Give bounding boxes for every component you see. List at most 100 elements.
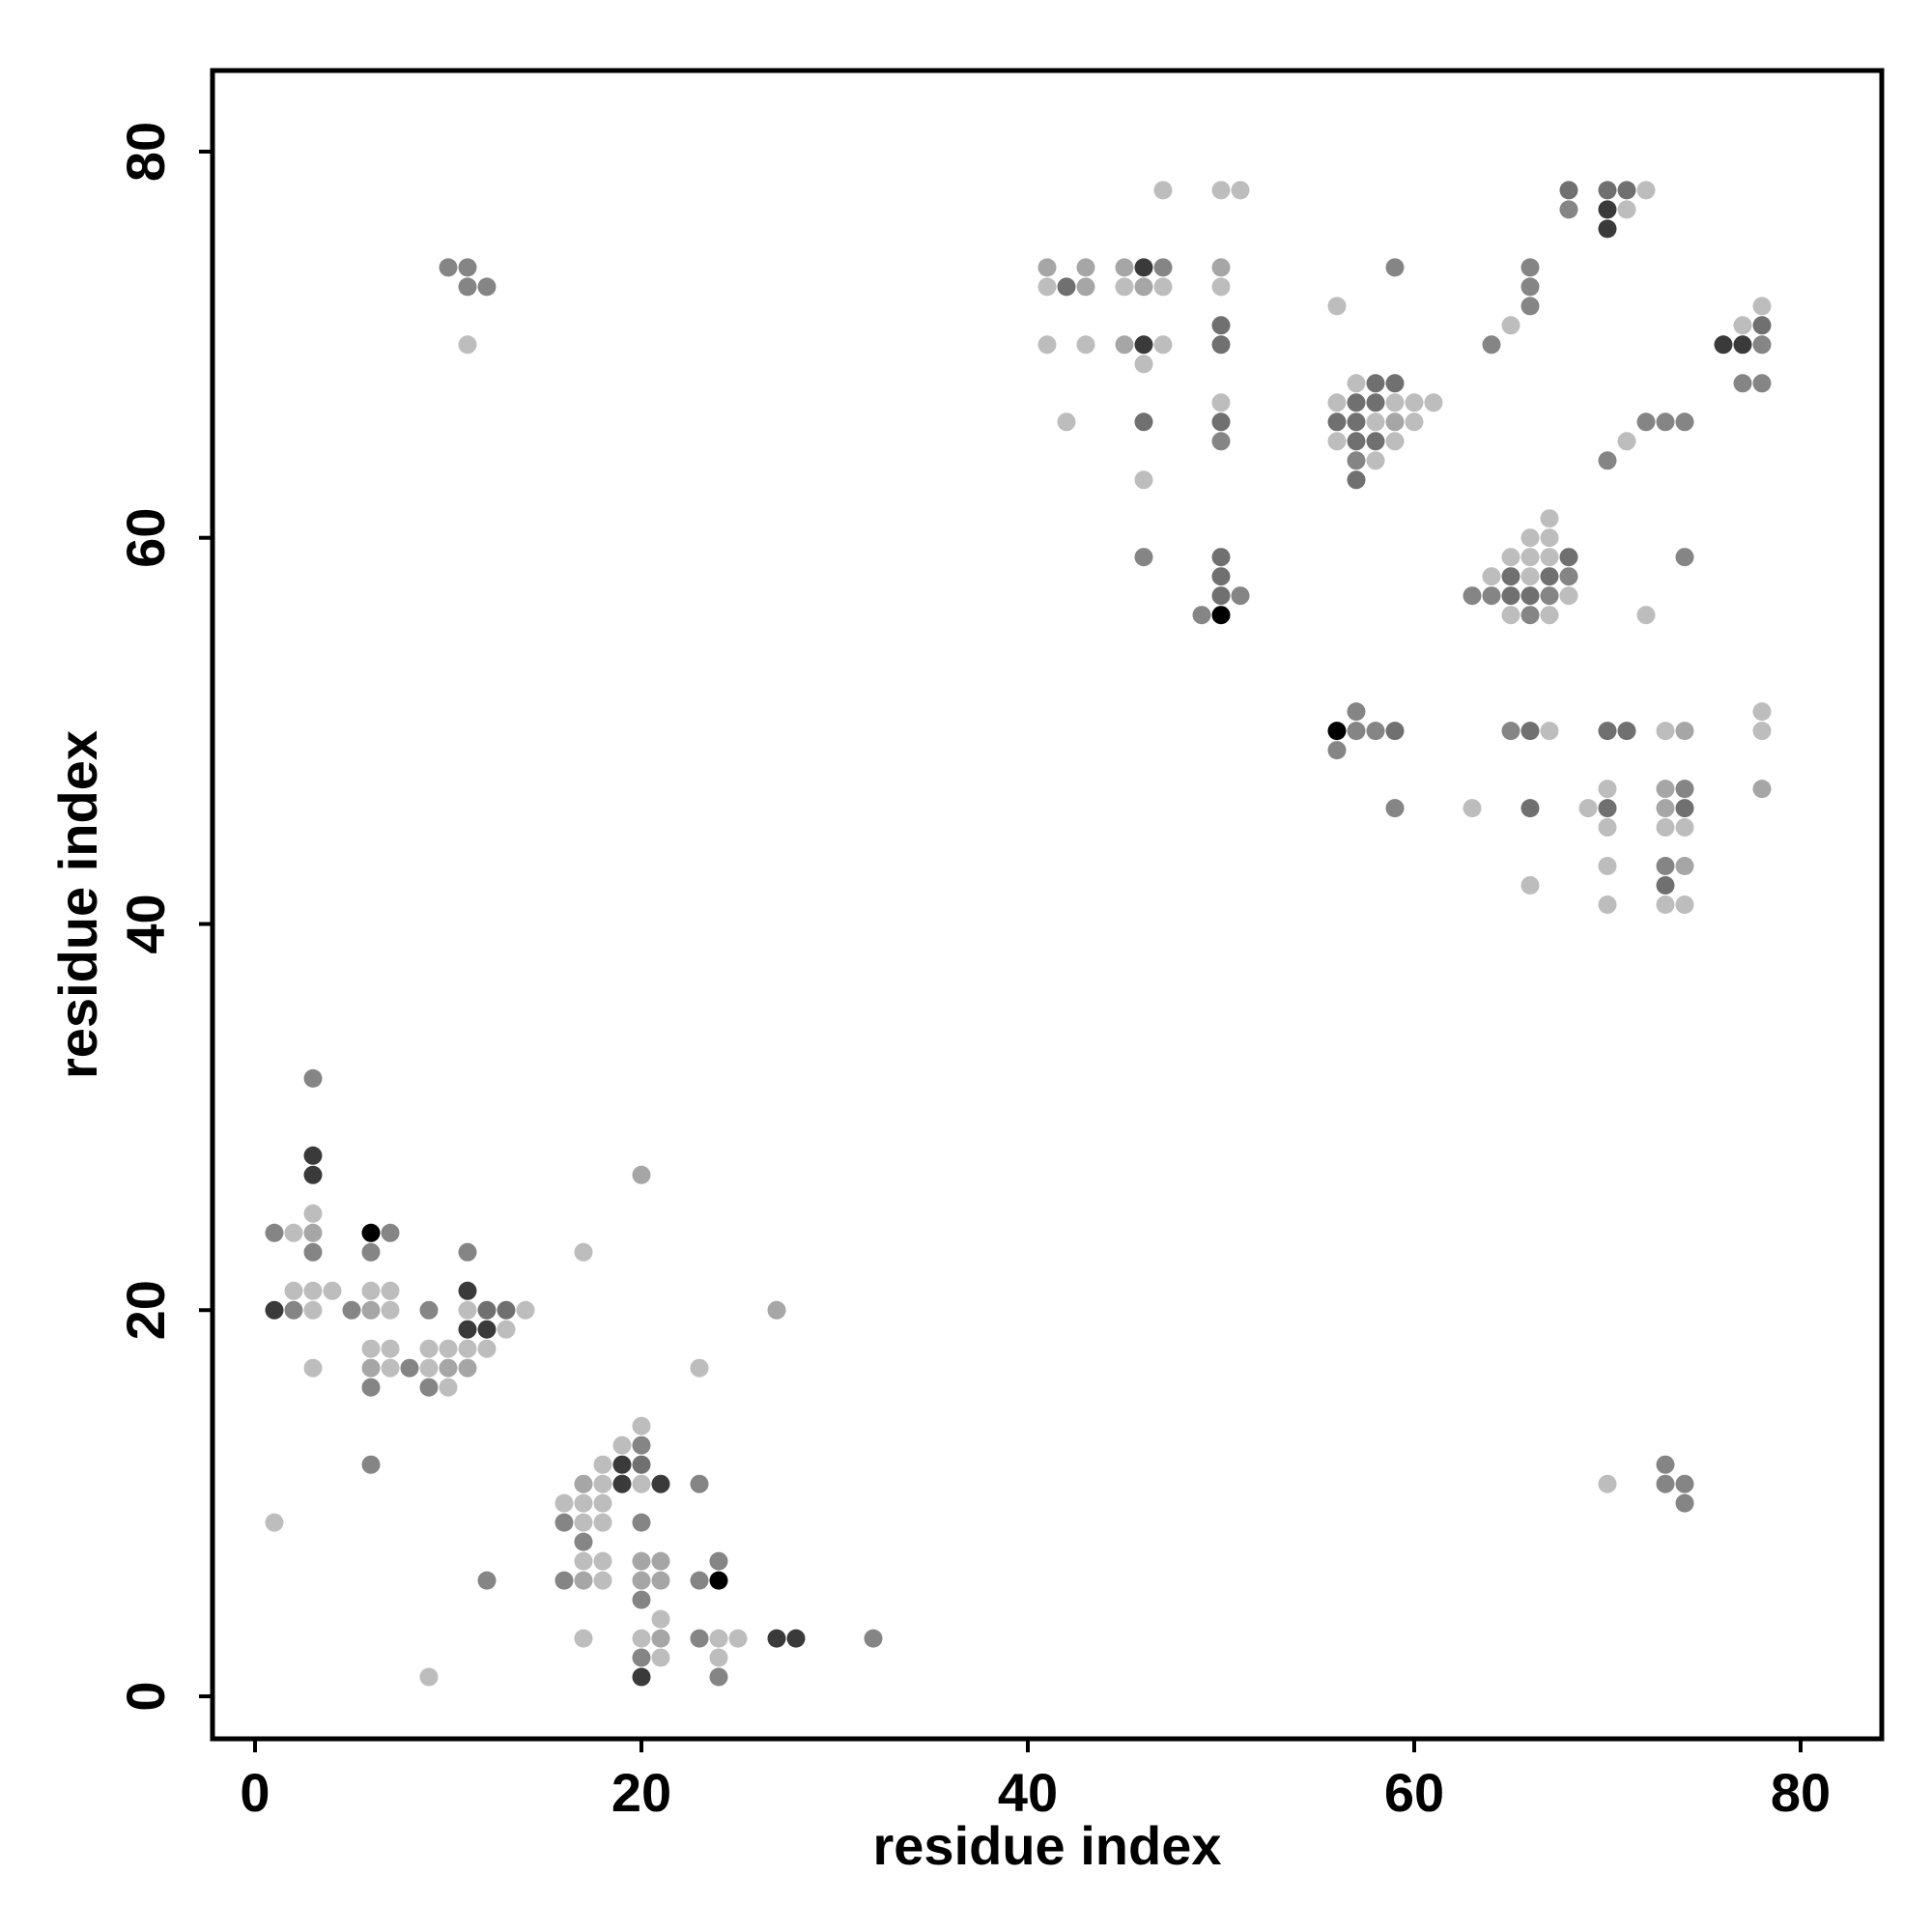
contact-point: [419, 1667, 439, 1687]
contact-point: [361, 1300, 381, 1320]
contact-point: [419, 1300, 439, 1320]
x-tick-label: 0: [240, 1762, 270, 1823]
contact-point: [574, 1474, 593, 1493]
contact-point: [439, 1378, 458, 1397]
contact-point: [1482, 586, 1501, 606]
contact-point: [593, 1551, 612, 1571]
contact-point: [709, 1571, 728, 1590]
contact-point: [1598, 219, 1617, 239]
contact-point: [303, 1358, 323, 1378]
contact-point: [1347, 393, 1366, 412]
contact-point: [1598, 200, 1617, 219]
contact-point: [1153, 277, 1173, 297]
contact-point: [1733, 374, 1752, 393]
contact-point: [1617, 722, 1636, 741]
contact-point: [1598, 799, 1617, 818]
contact-point: [728, 1629, 748, 1648]
contact-point: [632, 1667, 651, 1687]
contact-point: [1656, 857, 1675, 875]
contact-point: [265, 1300, 284, 1320]
contact-point: [342, 1300, 361, 1320]
contact-point: [1617, 432, 1636, 451]
contact-point: [1211, 277, 1231, 297]
contact-point: [1520, 567, 1540, 586]
contact-point: [1675, 799, 1694, 818]
contact-point: [1366, 451, 1385, 470]
contact-point: [1617, 200, 1636, 219]
contact-point: [1598, 1474, 1617, 1493]
contact-point: [284, 1223, 303, 1242]
contact-point: [1327, 432, 1347, 451]
contact-point: [1501, 606, 1520, 625]
contact-point: [574, 1242, 593, 1262]
contact-point: [574, 1532, 593, 1551]
contact-point: [651, 1571, 670, 1590]
contact-point: [1520, 277, 1540, 297]
contact-point: [1385, 258, 1405, 277]
contact-point: [1153, 335, 1173, 355]
contact-point: [1037, 258, 1057, 277]
contact-point: [303, 1300, 323, 1320]
contact-point: [767, 1300, 786, 1320]
contact-point: [458, 1281, 477, 1300]
y-tick-label: 60: [115, 508, 176, 568]
contact-point: [1675, 1474, 1694, 1493]
contact-point: [361, 1242, 381, 1262]
x-tick-label: 60: [1384, 1762, 1444, 1823]
contact-point: [381, 1281, 400, 1300]
contact-point: [593, 1513, 612, 1532]
contact-point: [1501, 567, 1520, 586]
contact-point: [651, 1551, 670, 1571]
contact-point: [690, 1571, 709, 1590]
contact-point: [1501, 316, 1520, 335]
contact-point: [1057, 277, 1076, 297]
contact-point: [1501, 586, 1520, 606]
contact-point: [303, 1242, 323, 1262]
contact-point: [1347, 432, 1366, 451]
contact-point: [1733, 335, 1752, 355]
contact-point: [497, 1300, 516, 1320]
contact-point: [632, 1435, 651, 1455]
contact-point: [632, 1590, 651, 1609]
contact-point: [709, 1648, 728, 1667]
contact-point: [1520, 528, 1540, 548]
contact-point: [1752, 374, 1772, 393]
contact-point: [1752, 722, 1772, 741]
contact-point: [709, 1667, 728, 1687]
contact-point: [1347, 722, 1366, 741]
contact-point: [1501, 548, 1520, 567]
contact-point: [1385, 412, 1405, 432]
contact-point: [265, 1223, 284, 1242]
contact-point: [303, 1068, 323, 1088]
contact-point: [632, 1513, 651, 1532]
contact-point: [1134, 470, 1153, 490]
contact-point: [1598, 722, 1617, 741]
contact-point: [1578, 799, 1598, 818]
contact-point: [1347, 702, 1366, 722]
contact-point: [1752, 780, 1772, 799]
contact-point: [1347, 451, 1366, 470]
contact-point: [458, 1300, 477, 1320]
contact-point: [1752, 316, 1772, 335]
contact-point: [1714, 335, 1733, 355]
contact-point: [419, 1339, 439, 1358]
contact-point: [1211, 335, 1231, 355]
x-tick-label: 80: [1771, 1762, 1831, 1823]
contact-point: [1134, 335, 1153, 355]
contact-point: [1675, 857, 1694, 875]
contact-point: [1675, 895, 1694, 914]
contact-point: [381, 1223, 400, 1242]
contact-point: [709, 1551, 728, 1571]
contact-point: [1656, 412, 1675, 432]
contact-point: [1598, 818, 1617, 837]
contact-point: [516, 1300, 535, 1320]
contact-point: [1327, 412, 1347, 432]
contact-point: [303, 1146, 323, 1165]
contact-point: [554, 1513, 574, 1532]
contact-point: [1366, 432, 1385, 451]
contact-point: [303, 1223, 323, 1242]
contact-point: [1598, 181, 1617, 200]
contact-point: [1733, 316, 1752, 335]
contact-point: [1347, 470, 1366, 490]
contact-point: [651, 1609, 670, 1629]
